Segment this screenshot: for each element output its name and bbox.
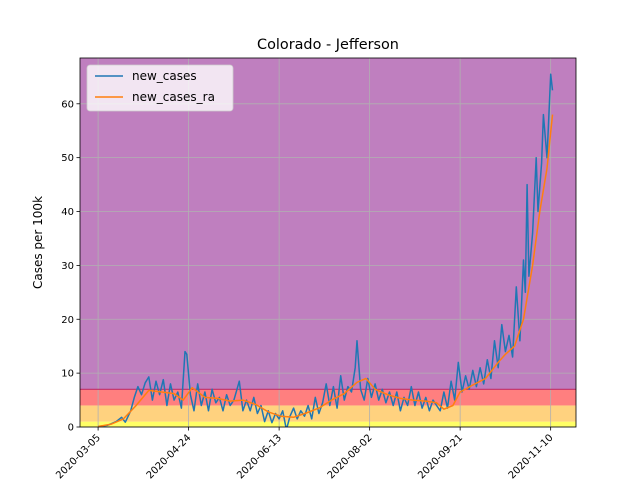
legend: new_cases new_cases_ra [86,64,234,112]
x-tick-label-0: 2020-03-05 [54,433,103,480]
x-tick-label-4: 2020-09-21 [416,433,465,480]
y-tick-label-1: 10 [61,369,74,380]
legend-label-1: new_cases_ra [132,90,215,104]
background-band-1 [80,405,576,422]
plot-frame [79,57,577,428]
y-tick-label-3: 30 [61,261,74,272]
series-lines [97,73,554,427]
series-line-new_cases_ra [97,114,554,427]
y-tick-label-2: 20 [61,315,74,326]
x-tick-label-5: 2020-11-10 [507,433,556,480]
background-band-3 [80,58,576,390]
y-axis-label: Cases per 100k [31,196,45,289]
x-tick-label-3: 2020-08-02 [326,433,375,480]
series-line-new_cases [98,73,554,427]
chart-title: Colorado - Jefferson [257,37,399,53]
background-band-0 [80,421,576,427]
legend-label-0: new_cases [132,69,197,83]
y-axis-ticks: 0 10 20 30 40 50 60 [61,99,80,434]
y-tick-label-4: 40 [61,207,74,218]
y-tick-label-5: 50 [61,153,74,164]
background-bands [80,58,576,427]
x-tick-label-1: 2020-04-24 [145,433,194,480]
y-tick-label-0: 0 [68,423,74,434]
y-tick-label-6: 60 [61,99,74,110]
legend-box [86,64,234,112]
x-tick-label-2: 2020-06-13 [235,433,284,480]
x-axis-ticks: 2020-03-05 2020-04-24 2020-06-13 2020-08-02… [54,427,556,480]
